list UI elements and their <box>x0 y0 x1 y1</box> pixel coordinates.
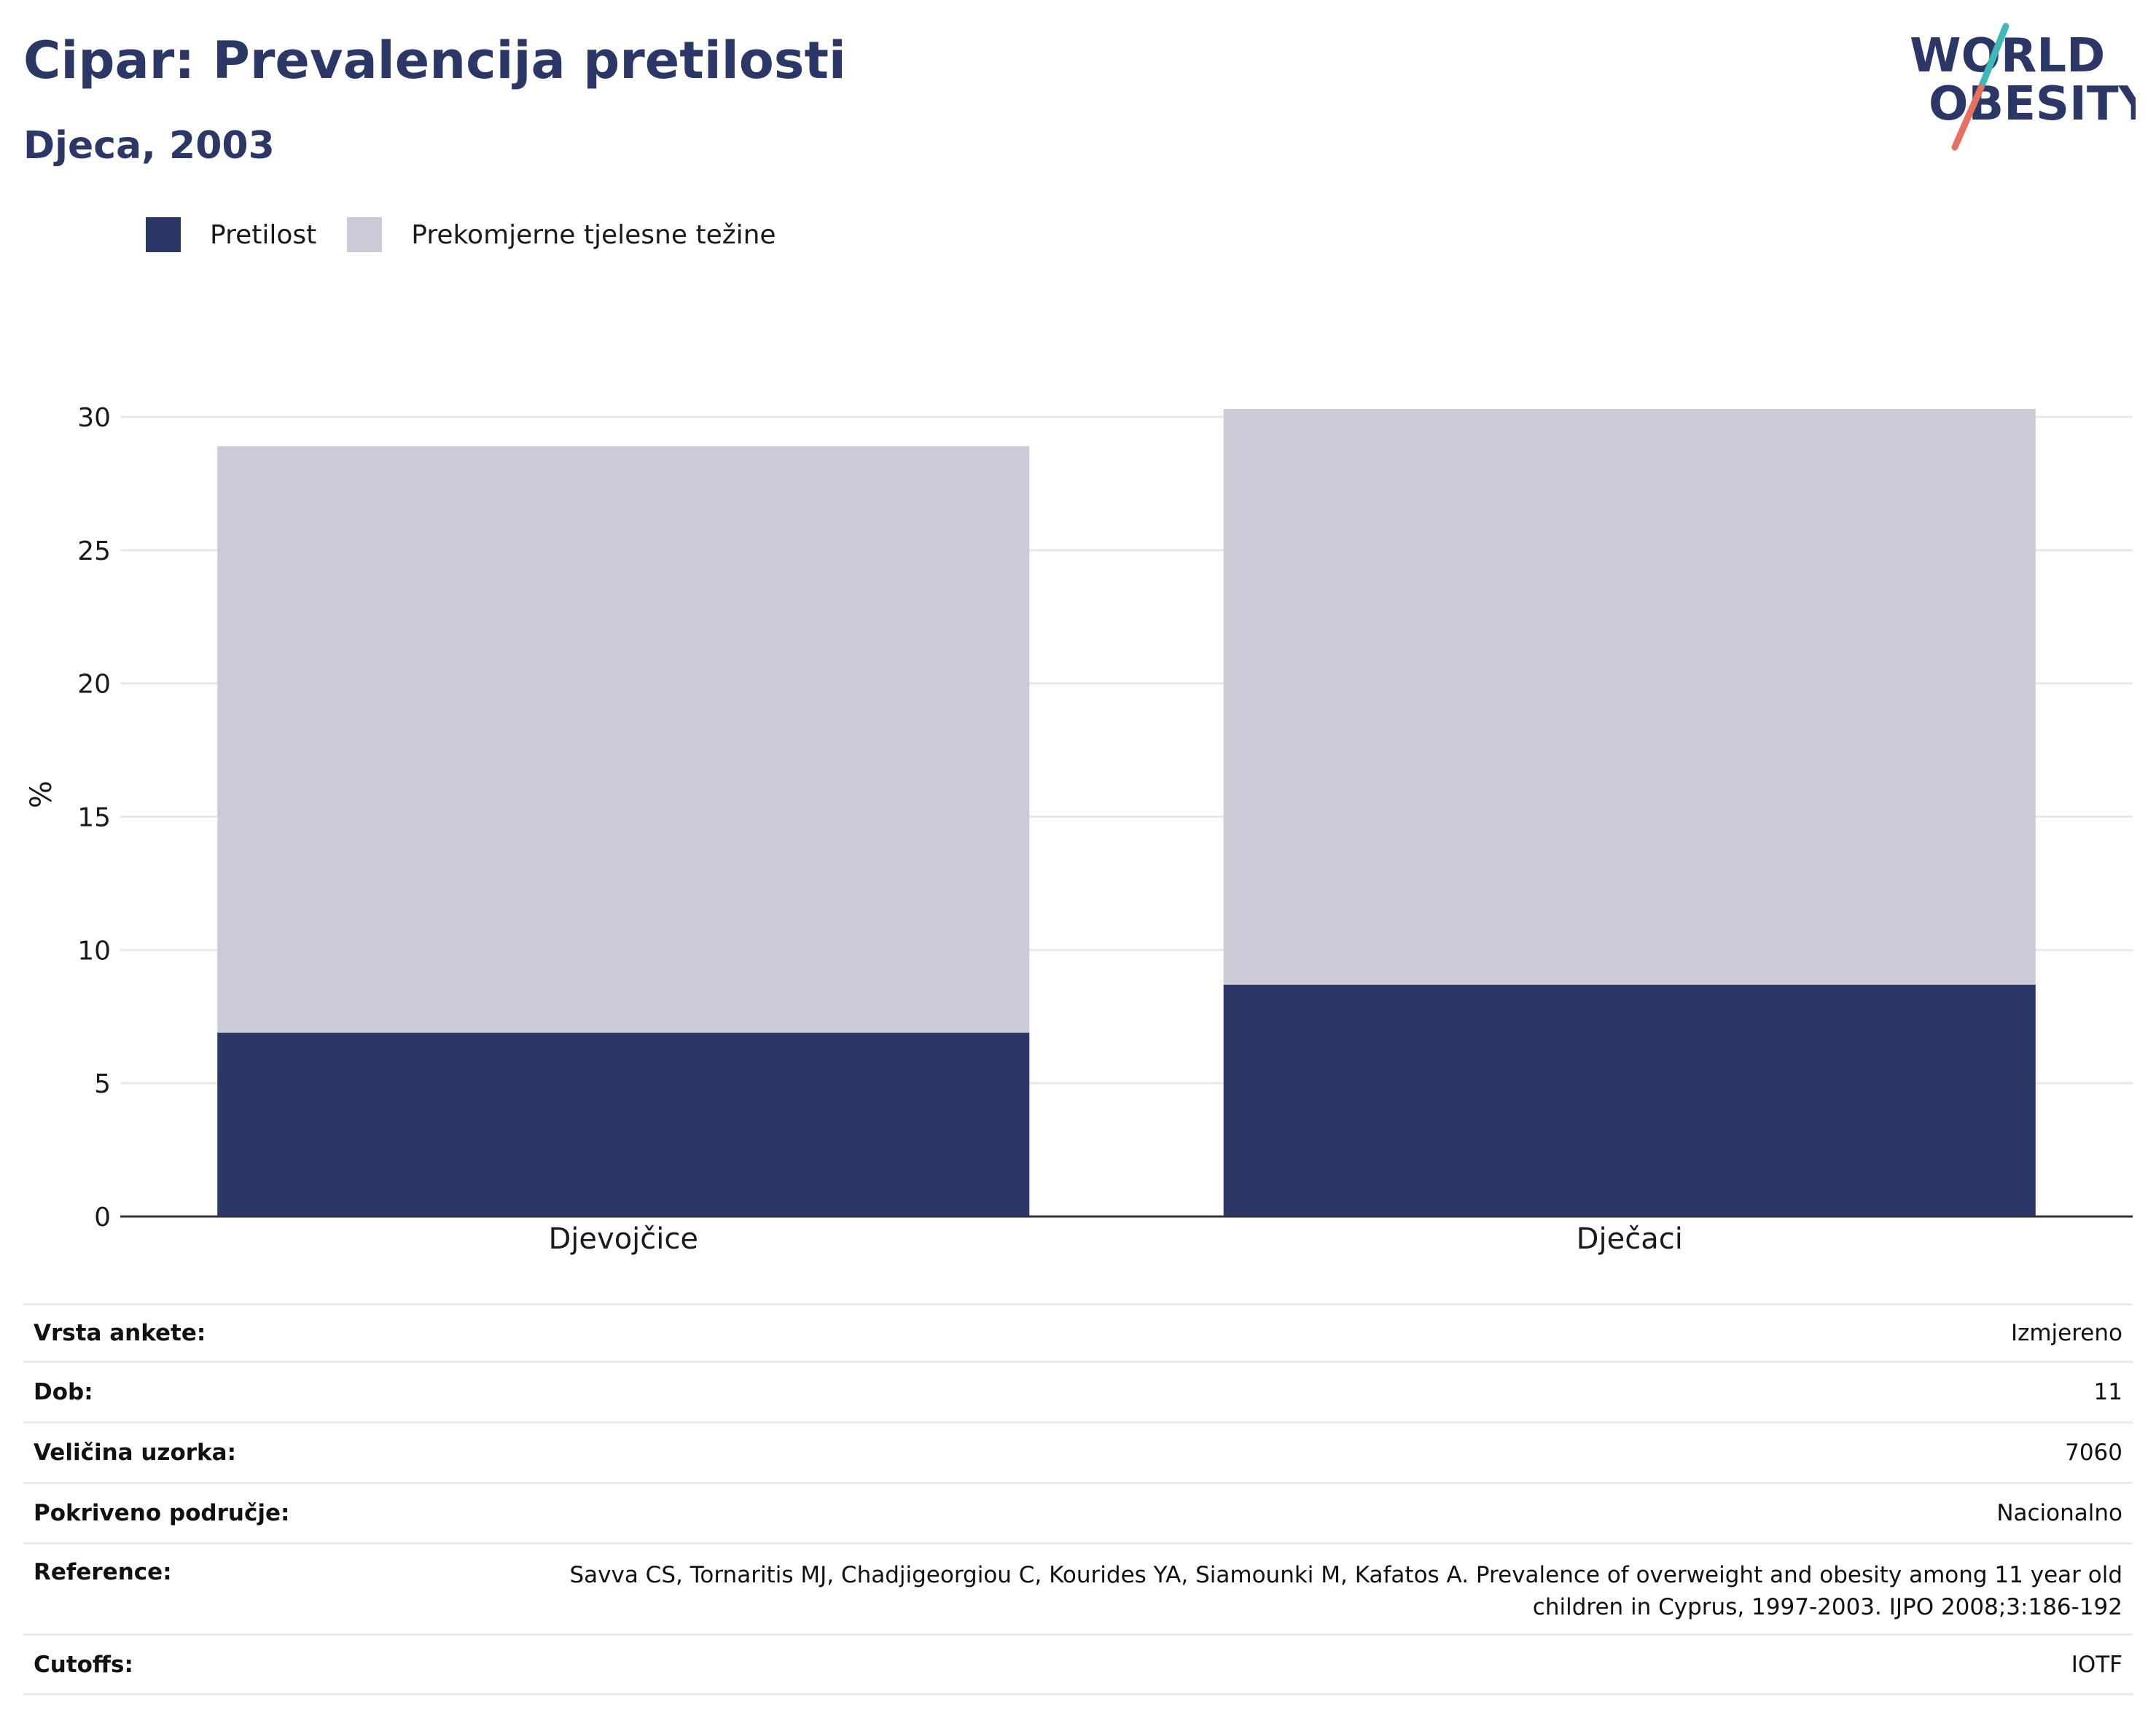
chart-legend: Pretilost Prekomjerne tjelesne težine <box>146 216 807 254</box>
logo-slash-bottom <box>1951 84 1985 151</box>
info-value: 7060 <box>2065 1440 2122 1466</box>
legend-label-obesity: Pretilost <box>210 219 317 250</box>
info-value: Izmjereno <box>2010 1320 2122 1346</box>
chart-title: Cipar: Prevalencija pretilosti <box>23 31 846 90</box>
y-tick-label: 25 <box>77 536 111 566</box>
bar-obesity <box>217 1032 1030 1216</box>
info-key: Reference: <box>34 1559 172 1585</box>
y-tick-label: 5 <box>94 1069 111 1099</box>
info-row-area-covered: Pokriveno područje: Nacionalno <box>23 1484 2133 1544</box>
legend-label-overweight: Prekomjerne tjelesne težine <box>411 219 776 250</box>
legend-item-overweight: Prekomjerne tjelesne težine <box>347 217 776 252</box>
info-key: Vrsta ankete: <box>34 1320 206 1346</box>
info-row-age: Dob: 11 <box>23 1363 2133 1423</box>
y-tick-label: 10 <box>77 936 111 966</box>
y-tick-label: 30 <box>77 403 111 433</box>
info-key: Veličina uzorka: <box>34 1440 236 1466</box>
info-value: Nacionalno <box>1996 1500 2122 1526</box>
bar-overweight <box>217 446 1030 1033</box>
info-key: Dob: <box>34 1379 93 1405</box>
info-row-sample-size: Veličina uzorka: 7060 <box>23 1423 2133 1484</box>
survey-info-table: Vrsta ankete: Izmjereno Dob: 11 Veličina… <box>23 1303 2133 1695</box>
world-obesity-logo: WORLD OBESITY <box>1910 23 2136 151</box>
info-value: IOTF <box>2071 1651 2122 1678</box>
stacked-bar-chart: 0 5 10 15 20 25 30 Djevojčice Dječaci% <box>25 403 2133 1256</box>
x-category-label: Djevojčice <box>549 1222 699 1256</box>
info-key: Pokriveno područje: <box>34 1500 290 1526</box>
y-axis-label: % <box>25 781 58 808</box>
info-key: Cutoffs: <box>34 1651 133 1678</box>
legend-swatch-obesity <box>146 217 181 252</box>
bar-obesity <box>1223 984 2036 1216</box>
info-row-survey-type: Vrsta ankete: Izmjereno <box>23 1303 2133 1363</box>
bar-overweight <box>1223 409 2036 985</box>
y-tick-label: 15 <box>77 803 111 833</box>
y-tick-label: 20 <box>77 670 111 700</box>
info-value: Savva CS, Tornaritis MJ, Chadjigeorgiou … <box>569 1562 2122 1620</box>
info-row-cutoffs: Cutoffs: IOTF <box>23 1636 2133 1695</box>
info-row-reference: Reference: Savva CS, Tornaritis MJ, Chad… <box>23 1544 2133 1636</box>
legend-swatch-overweight <box>347 217 383 252</box>
logo-word-world: WORLD <box>1910 29 2105 83</box>
x-category-label: Dječaci <box>1577 1222 1683 1256</box>
legend-item-obesity: Pretilost <box>146 217 316 252</box>
logo-slash-top <box>1977 23 2009 91</box>
y-tick-label: 0 <box>94 1203 111 1233</box>
info-value: 11 <box>2093 1379 2122 1405</box>
chart-subtitle: Djeca, 2003 <box>23 124 275 168</box>
